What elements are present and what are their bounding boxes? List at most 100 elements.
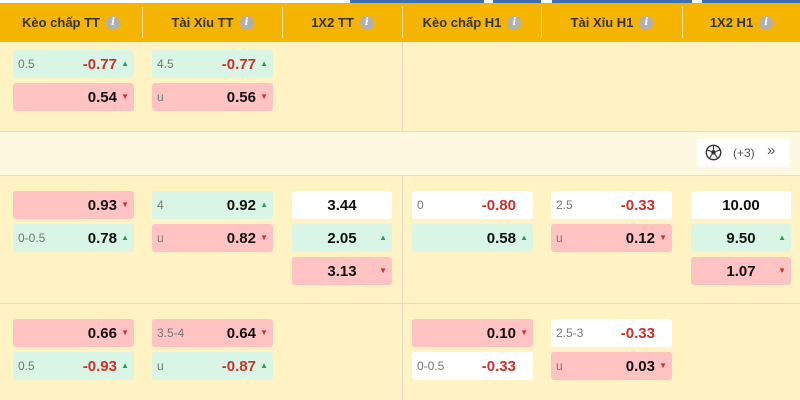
- odds-value: 0.64: [226, 325, 256, 342]
- handicap-line: 0: [417, 198, 424, 212]
- info-icon[interactable]: i: [507, 15, 522, 30]
- under-label: u: [157, 231, 164, 245]
- more-markets-button[interactable]: (+3) »: [697, 139, 790, 167]
- top-tab-fragment[interactable]: [702, 0, 800, 3]
- info-icon[interactable]: i: [639, 15, 654, 30]
- info-icon[interactable]: i: [359, 15, 374, 30]
- odds-value: -0.93: [82, 358, 117, 375]
- odds-cell[interactable]: u 0.82 ▼: [152, 224, 273, 252]
- odds-value: -0.87: [221, 358, 256, 375]
- odds-value: 0.03: [625, 358, 655, 375]
- odds-value: 0.58: [486, 230, 516, 247]
- odds-value: 3.44: [327, 197, 357, 214]
- odds-cell[interactable]: 0.10 ▼: [412, 319, 533, 347]
- odds-cell[interactable]: 3.5-4 0.64 ▼: [152, 319, 273, 347]
- header-label: Tài Xỉu TT: [171, 15, 234, 30]
- odds-cell[interactable]: 0.66 ▼: [13, 319, 134, 347]
- odds-cell[interactable]: 2.05 ▲: [292, 224, 392, 252]
- arrow-up-icon: ▲: [121, 233, 129, 242]
- info-icon[interactable]: i: [239, 15, 254, 30]
- odds-value: 3.13: [327, 263, 357, 280]
- odds-cell[interactable]: 10.00: [691, 191, 791, 219]
- odds-cell[interactable]: 0-0.5 -0.33: [412, 352, 533, 380]
- arrow-down-icon: ▼: [121, 92, 129, 101]
- odds-cell[interactable]: 3.13 ▼: [292, 257, 392, 285]
- odds-value: -0.77: [221, 56, 256, 73]
- arrow-down-icon: ▼: [121, 200, 129, 209]
- odds-cell[interactable]: 0.58 ▲: [412, 224, 533, 252]
- odds-value: 10.00: [722, 197, 760, 214]
- odds-cell[interactable]: u 0.12 ▼: [551, 224, 672, 252]
- odds-value: -0.33: [620, 325, 655, 342]
- header-1x2-h1: 1X2 H1 i: [683, 3, 800, 42]
- arrow-down-icon: ▼: [121, 328, 129, 337]
- header-1x2-ft: 1X2 TT i: [283, 3, 402, 42]
- odds-cell[interactable]: 4.5 -0.77 ▲: [152, 50, 273, 78]
- arrow-down-icon: ▼: [260, 92, 268, 101]
- handicap-line: 0.5: [18, 57, 35, 71]
- under-label: u: [556, 359, 563, 373]
- header-handicap-ft: Kèo chấp TT i: [0, 3, 142, 42]
- odds-value: 0.82: [226, 230, 256, 247]
- odds-cell[interactable]: 3.44: [292, 191, 392, 219]
- total-line: 3.5-4: [157, 326, 185, 340]
- arrow-up-icon: ▲: [260, 59, 268, 68]
- odds-cell[interactable]: 9.50 ▲: [691, 224, 791, 252]
- handicap-line: 0-0.5: [417, 359, 445, 373]
- odds-value: 0.78: [87, 230, 117, 247]
- odds-cell[interactable]: 0.5 -0.77 ▲: [13, 50, 134, 78]
- odds-value: 0.12: [625, 230, 655, 247]
- top-tab-fragment[interactable]: [350, 0, 484, 3]
- odds-value: 0.56: [226, 89, 256, 106]
- arrow-up-icon: ▲: [260, 361, 268, 370]
- total-line: 2.5-3: [556, 326, 584, 340]
- odds-value: 0.54: [87, 89, 117, 106]
- odds-cell[interactable]: 2.5-3 -0.33: [551, 319, 672, 347]
- odds-cell[interactable]: u 0.03 ▼: [551, 352, 672, 380]
- top-tab-fragment[interactable]: [493, 0, 541, 3]
- total-line: 4.5: [157, 57, 174, 71]
- odds-value: -0.80: [481, 197, 516, 214]
- header-label: Kèo chấp H1: [422, 15, 502, 30]
- under-label: u: [157, 359, 164, 373]
- odds-cell[interactable]: u -0.87 ▲: [152, 352, 273, 380]
- odds-value: -0.33: [620, 197, 655, 214]
- odds-cell[interactable]: 0 -0.80: [412, 191, 533, 219]
- odds-value: -0.33: [481, 358, 516, 375]
- info-icon[interactable]: i: [106, 15, 120, 30]
- odds-cell[interactable]: 0.5 -0.93 ▲: [13, 352, 134, 380]
- arrow-up-icon: ▲: [379, 233, 387, 242]
- odds-value: 0.93: [87, 197, 117, 214]
- top-tab-fragment[interactable]: [552, 0, 692, 3]
- handicap-line: 0-0.5: [18, 231, 46, 245]
- odds-cell[interactable]: 0.54 ▼: [13, 83, 134, 111]
- arrow-up-icon: ▲: [121, 361, 129, 370]
- odds-cell[interactable]: 0.93 ▼: [13, 191, 134, 219]
- info-icon[interactable]: i: [759, 15, 774, 30]
- header-label: Kèo chấp TT: [21, 15, 100, 30]
- arrow-down-icon: ▼: [520, 328, 528, 337]
- under-label: u: [556, 231, 563, 245]
- total-line: 2.5: [556, 198, 573, 212]
- top-strip: [0, 0, 800, 3]
- total-line: 4: [157, 198, 164, 212]
- odds-value: 0.92: [226, 197, 256, 214]
- arrow-down-icon: ▼: [260, 233, 268, 242]
- arrow-down-icon: ▼: [659, 233, 667, 242]
- odds-value: 9.50: [726, 230, 756, 247]
- odds-cell[interactable]: 0-0.5 0.78 ▲: [13, 224, 134, 252]
- under-label: u: [157, 90, 164, 104]
- handicap-line: 0.5: [18, 359, 35, 373]
- header-label: 1X2 H1: [709, 15, 754, 30]
- odds-cell[interactable]: u 0.56 ▼: [152, 83, 273, 111]
- odds-cell[interactable]: 1.07 ▼: [691, 257, 791, 285]
- arrow-down-icon: ▼: [778, 266, 786, 275]
- header-label: Tài Xỉu H1: [570, 15, 634, 30]
- header-over-under-h1: Tài Xỉu H1 i: [542, 3, 682, 42]
- arrow-down-icon: ▼: [260, 328, 268, 337]
- odds-cell[interactable]: 4 0.92 ▲: [152, 191, 273, 219]
- odds-cell[interactable]: 2.5 -0.33: [551, 191, 672, 219]
- arrow-down-icon: ▼: [379, 266, 387, 275]
- arrow-down-icon: ▼: [659, 361, 667, 370]
- header-label: 1X2 TT: [311, 15, 354, 30]
